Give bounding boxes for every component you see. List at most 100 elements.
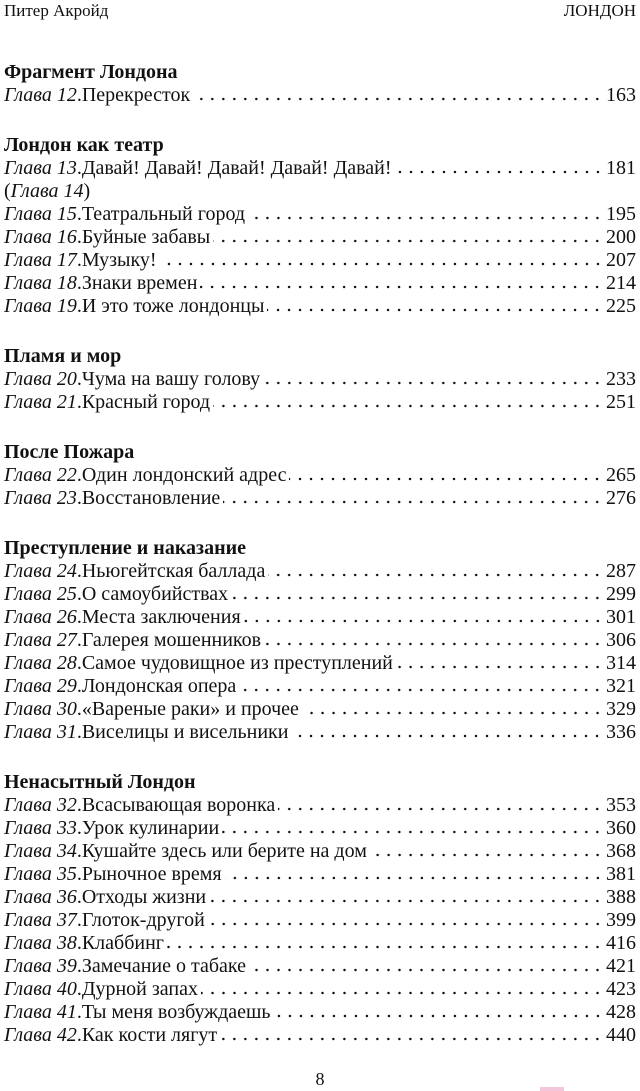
toc-entry: Глава 16. Буйные забавы 200 [4,226,636,248]
chapter-label: Глава 35 [4,863,77,885]
chapter-title: Самое чудовищное из преступлений [81,652,393,674]
chapter-title: Ньюгейтская баллада [81,560,266,582]
toc-entry: Глава 13. Давай! Давай! Давай! Давай! Да… [4,157,636,179]
chapter-title: Ты меня возбуждаешь [81,1001,271,1023]
page-ref: 163 [606,84,636,106]
page-ref: 195 [606,203,636,225]
chapter-title: Места заключения [81,606,241,628]
toc-entry: Глава 29. Лондонская опера 321 [4,675,636,697]
toc-entry: Глава 36. Отходы жизни 388 [4,886,636,908]
toc-entry: Глава 35. Рыночное время 381 [4,863,636,885]
toc-entry: Глава 31. Виселицы и висельники 336 [4,721,636,743]
chapter-title: Глоток-другой [81,909,205,931]
dot-leader [248,216,603,220]
toc-entry: (Глава 14) [4,180,91,202]
dot-leader [231,596,603,600]
chapter-label: Глава 25 [4,583,77,605]
chapter-label: Глава 21 [4,391,77,413]
toc-entry: Глава 27. Галерея мошенников 306 [4,629,636,651]
dot-leader [263,381,603,385]
toc-entry: Глава 21. Красный город 251 [4,391,636,413]
toc-entry: Глава 15. Театральный город 195 [4,203,636,225]
chapter-label: Глава 32 [4,794,77,816]
chapter-label: Глава 13 [4,157,77,179]
toc-entry: Глава 23. Восстановление 276 [4,487,636,509]
toc-entry: Глава 40. Дурной запах 423 [4,978,636,1000]
section-heading: Лондон как театр [4,134,164,156]
chapter-title: Отходы жизни [81,886,207,908]
chapter-title: Лондонская опера [81,675,237,697]
chapter-label: Глава 40 [4,978,77,1000]
chapter-title: О самоубийствах [81,583,229,605]
section-heading: Фрагмент Лондона [4,61,178,83]
dot-leader [159,262,603,266]
page-ref: 299 [606,583,636,605]
page-ref: 287 [606,560,636,582]
chapter-title: Восстановление [81,487,221,509]
chapter-label: Глава 34 [4,840,77,862]
page-ref: 225 [606,295,636,317]
page-ref: 207 [606,249,636,271]
header-book-title: ЛОНДОН [563,1,636,20]
dot-leader [200,285,603,289]
chapter-label: Глава 27 [4,629,77,651]
toc-entry: Глава 19. И это тоже лондонцы 225 [4,295,636,317]
chapter-label: Глава 39 [4,955,77,977]
dot-leader [273,1014,603,1018]
chapter-title: Театральный город [81,203,246,225]
page-ref: 381 [606,863,636,885]
chapter-label: Глава 15 [4,203,77,225]
chapter-label: Глава 22 [4,464,77,486]
chapter-label: Глава 42 [4,1024,77,1046]
page-ref: 181 [606,157,636,179]
page-ref: 314 [606,652,636,674]
toc-entry: Глава 39. Замечание о табаке 421 [4,955,636,977]
chapter-label: Глава 19 [4,295,77,317]
chapter-label: Глава 29 [4,675,77,697]
chapter-label: Глава 38 [4,932,77,954]
dot-leader [213,239,603,243]
chapter-title: Всасывающая воронка [81,794,276,816]
chapter-label: Глава 33 [4,817,77,839]
chapter-title: Клаббинг [81,932,164,954]
table-of-contents: Фрагмент Лондона Глава 12. Перекресток 163… [4,61,636,1074]
toc-entry: Глава 24. Ньюгейтская баллада 287 [4,560,636,582]
chapter-label: Глава 37 [4,909,77,931]
dot-leader [249,968,603,972]
chapter-label: Глава 36 [4,886,77,908]
chapter-title: Галерея мошенников [81,629,262,651]
dot-leader [291,734,603,738]
chapter-title: Буйные забавы [81,226,211,248]
dot-leader [268,573,603,577]
chapter-title: «Вареные раки» и прочее [81,698,299,720]
chapter-title: Рыночное время [81,863,222,885]
toc-entry: Глава 12. Перекресток 163 [4,84,636,106]
chapter-title: Красный город [81,391,211,413]
chapter-title: Давай! Давай! Давай! Давай! Давай! [81,157,392,179]
chapter-title: Виселицы и висельники [81,721,289,743]
page-ref: 440 [606,1024,636,1046]
chapter-label: Глава 31 [4,721,77,743]
dot-leader [224,876,603,880]
toc-entry: Глава 37. Глоток-другой 399 [4,909,636,931]
toc-entry: Глава 17. Музыку! 207 [4,249,636,271]
page-ref: 423 [606,978,636,1000]
chapter-title: Кушайте здесь или берите на дом [81,840,367,862]
page-ref: 428 [606,1001,636,1023]
toc-entry: Глава 30. «Вареные раки» и прочее 329 [4,698,636,720]
page-ref: 265 [606,464,636,486]
dot-leader [369,853,603,857]
toc-entry: Глава 20. Чума на вашу голову 233 [4,368,636,390]
chapter-label: Глава 41 [4,1001,77,1023]
chapter-label: Глава 24 [4,560,77,582]
dot-leader [222,830,603,834]
chapter-title: Перекресток [81,84,191,106]
dot-leader [213,404,603,408]
page-ref: 353 [606,794,636,816]
chapter-title: Как кости лягут [81,1024,218,1046]
toc-entry: Глава 32. Всасывающая воронка 353 [4,794,636,816]
page-edge-mark [540,1087,564,1091]
page-ref: 416 [606,932,636,954]
chapter-title: Замечание о табаке [81,955,246,977]
dot-leader [207,922,603,926]
